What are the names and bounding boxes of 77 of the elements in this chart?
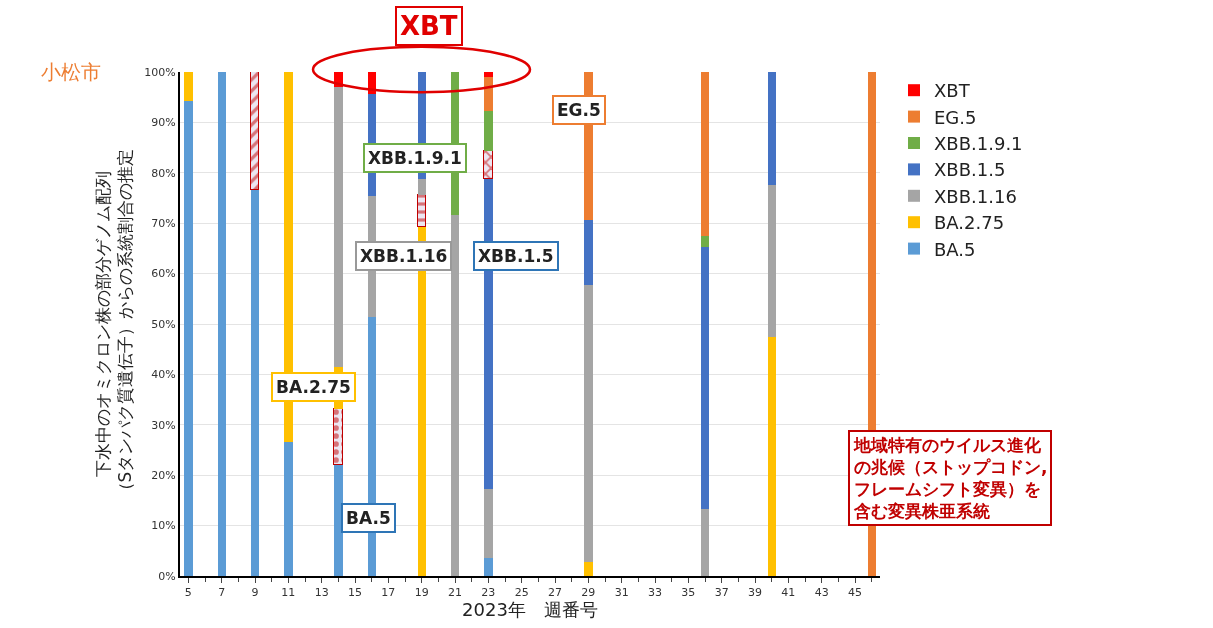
x-tick-label: 23: [481, 586, 496, 600]
bar: [333, 408, 343, 465]
x-tick-label: 13: [314, 586, 329, 600]
y-axis-title: 下水中のオミクロン株の部分ゲノム配列（Sタンパク質遺伝子）からの系統割合の推定: [93, 148, 136, 500]
x-tick-label: 17: [381, 586, 396, 600]
bar: [768, 337, 776, 576]
y-tick-label: 70%: [151, 217, 176, 231]
bar: [701, 236, 709, 247]
bar: [418, 179, 426, 195]
bar: [484, 111, 493, 151]
y-tick-label: 0%: [158, 569, 176, 583]
bar: [250, 72, 259, 190]
bar: [334, 465, 343, 576]
bar: [484, 489, 493, 558]
annotation: BA.2.75: [276, 377, 351, 397]
y-tick-label: 30%: [151, 418, 176, 432]
bar: [701, 509, 709, 576]
x-tick-label: 19: [414, 586, 429, 600]
y-tick-label: 40%: [151, 368, 176, 382]
bar: [701, 72, 709, 236]
x-tick-label: 11: [281, 586, 296, 600]
x-tick-label: 31: [614, 586, 629, 600]
chart-title: 小松市: [41, 60, 101, 84]
x-tick-label: 25: [514, 586, 529, 600]
legend-label: XBB.1.9.1: [934, 133, 1023, 155]
annotation: 地域特有のウイルス進化の兆候（ストップコドン,フレームシフト変異）を含む変異株亜系統: [853, 435, 1048, 522]
y-tick-label: 60%: [151, 267, 176, 281]
x-tick-label: 5: [184, 586, 192, 600]
x-tick-label: 41: [781, 586, 796, 600]
y-tick-label: 50%: [151, 317, 176, 331]
bar: [484, 558, 493, 576]
bar: [483, 150, 493, 179]
legend-label: BA.5: [934, 238, 976, 260]
bar: [484, 77, 493, 111]
text: XBT: [400, 11, 458, 41]
legend-label: XBT: [934, 80, 971, 102]
x-axis-title: 2023年 週番号: [462, 599, 598, 621]
bar: [284, 442, 293, 576]
annotation: XBB.1.9.1: [368, 148, 462, 168]
x-tick-label: 33: [648, 586, 662, 600]
y-tick-label: 80%: [151, 166, 176, 180]
x-tick-label: 45: [848, 586, 862, 600]
x-tick-label: 9: [251, 586, 259, 600]
bar: [584, 285, 593, 562]
bar: [584, 220, 593, 285]
annotation: XBB.1.5: [478, 246, 554, 266]
y-tick-label: 20%: [151, 469, 176, 483]
legend-label: EG.5: [934, 106, 977, 128]
bar: [334, 87, 343, 367]
x-tick-label: 27: [548, 586, 562, 600]
bar: [768, 185, 776, 337]
bar: [768, 72, 776, 185]
legend-label: XBB.1.5: [934, 159, 1006, 181]
x-tick-label: 35: [681, 586, 696, 600]
x-tick-label: 21: [448, 586, 462, 600]
annotation: EG.5: [557, 100, 601, 120]
legend-label: XBB.1.16: [934, 185, 1017, 207]
bar: [417, 194, 426, 227]
y-tick-label: 100%: [144, 65, 176, 79]
legend-label: BA.2.75: [934, 212, 1005, 234]
bar: [218, 72, 226, 576]
annotation: BA.5: [346, 508, 391, 528]
y-tick-label: 90%: [151, 116, 176, 130]
x-tick-label: 15: [348, 586, 362, 600]
x-tick-label: 37: [714, 586, 729, 600]
y-tick-label: 10%: [151, 519, 176, 533]
x-tick-label: 43: [814, 586, 829, 600]
bar: [184, 72, 193, 101]
annotation: XBB.1.16: [360, 246, 448, 266]
bar: [701, 247, 709, 509]
x-tick-label: 29: [581, 586, 596, 600]
bar: [484, 72, 493, 77]
x-tick-label: 7: [218, 586, 226, 600]
bar: [251, 190, 259, 576]
x-tick-label: 39: [748, 586, 762, 600]
bar: [184, 101, 193, 576]
bar: [584, 562, 593, 576]
